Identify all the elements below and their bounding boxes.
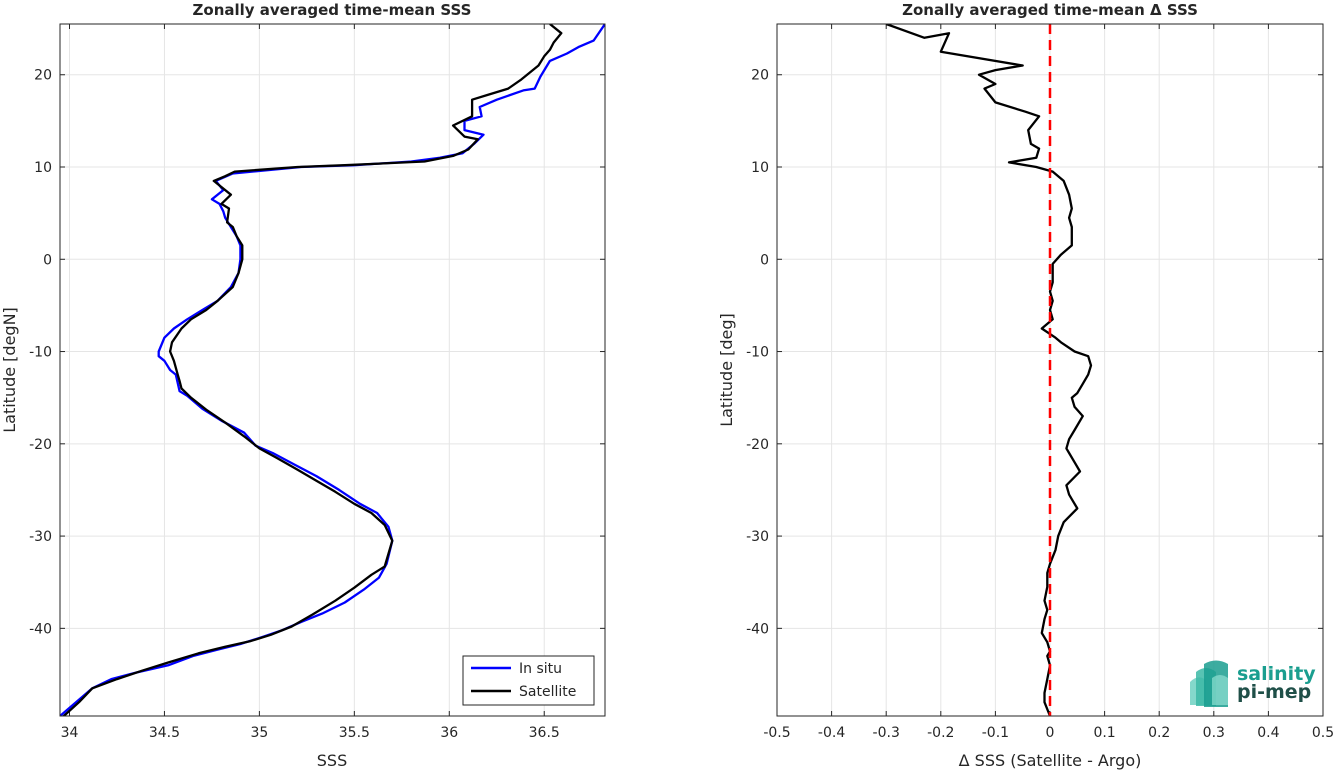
y-tick-label: -40	[746, 621, 769, 637]
series	[885, 24, 1093, 716]
legend: In situ Satellite	[462, 655, 595, 706]
series-line-satellite	[62, 24, 563, 716]
x-tick-label: 0.4	[1257, 725, 1279, 741]
axes-frame	[59, 23, 606, 717]
x-tick-label: -0.4	[818, 725, 845, 741]
x-tick-label: 0.5	[1312, 725, 1334, 741]
grid	[60, 24, 605, 716]
x-tick-label: 35	[250, 725, 268, 741]
y-tick-label: 0	[760, 252, 769, 268]
x-axis-label: Δ SSS (Satellite - Argo)	[959, 751, 1142, 770]
y-tick-label: -20	[29, 437, 52, 453]
wave-logo-icon	[1190, 660, 1228, 707]
x-tick-label: 34.5	[149, 725, 180, 741]
y-tick-label: -30	[746, 529, 769, 545]
logo-text-salinity: salinity	[1237, 663, 1316, 685]
x-tick-label: 34	[61, 725, 79, 741]
y-tick-label: 0	[43, 252, 52, 268]
y-tick-label: -20	[746, 437, 769, 453]
ticks: 34 34.5 35 35.5 36 36.5 -40 -30 -20 -10 0 10 20	[29, 24, 605, 741]
y-tick-label: 10	[751, 160, 769, 176]
legend-label-satellite: Satellite	[519, 684, 576, 700]
series-line-delta-sss	[885, 24, 1093, 716]
x-tick-label: 0.2	[1148, 725, 1170, 741]
y-tick-label: -40	[29, 621, 52, 637]
x-axis-label: SSS	[317, 751, 347, 770]
y-axis-label: Latitude [deg]	[717, 313, 736, 427]
legend-box	[462, 655, 595, 706]
y-tick-label: -10	[29, 345, 52, 361]
x-tick-label: 0.1	[1093, 725, 1115, 741]
x-tick-label: 35.5	[339, 725, 370, 741]
y-tick-label: 20	[751, 68, 769, 84]
y-tick-label: -10	[746, 345, 769, 361]
series	[60, 24, 605, 716]
y-axis-label: Latitude [degN]	[0, 307, 19, 433]
x-tick-label: 36	[440, 725, 458, 741]
panel-sss: 34 34.5 35 35.5 36 36.5 -40 -30 -20 -10 0 10 20 Zona…	[0, 1, 606, 770]
x-tick-label: 0.3	[1203, 725, 1225, 741]
ticks: -0.5 -0.4 -0.3 -0.2 -0.1 0 0.1 0.2 0.3 0.4 0.5 -40 -…	[746, 24, 1334, 741]
x-tick-label: -0.3	[873, 725, 900, 741]
y-tick-label: 10	[34, 160, 52, 176]
chart-title: Zonally averaged time-mean Δ SSS	[902, 1, 1198, 19]
legend-label-in-situ: In situ	[519, 661, 562, 677]
x-tick-label: -0.2	[927, 725, 954, 741]
y-tick-label: -30	[29, 529, 52, 545]
series-line-in-situ	[60, 24, 605, 716]
y-tick-label: 20	[34, 68, 52, 84]
axes-border	[59, 23, 606, 717]
salinity-pi-mep-logo: salinity pi-mep	[1190, 660, 1316, 707]
chart-title: Zonally averaged time-mean SSS	[193, 1, 472, 19]
axes-border	[776, 23, 1324, 717]
x-tick-label: 36.5	[529, 725, 560, 741]
x-tick-label: 0	[1046, 725, 1055, 741]
x-tick-label: -0.5	[763, 725, 790, 741]
panel-delta-sss: -0.5 -0.4 -0.3 -0.2 -0.1 0 0.1 0.2 0.3 0.4 0.5 -40 -…	[717, 1, 1334, 770]
logo-text-pi-mep: pi-mep	[1237, 681, 1311, 703]
x-tick-label: -0.1	[982, 725, 1009, 741]
